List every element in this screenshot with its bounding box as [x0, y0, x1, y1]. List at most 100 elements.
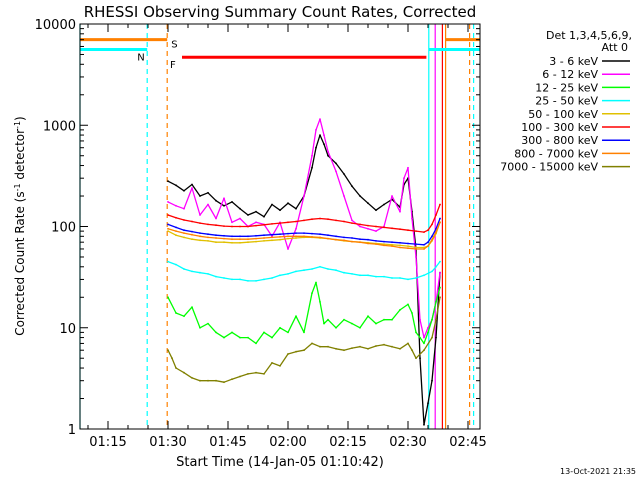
- series-3-point-18: [311, 268, 313, 270]
- series-4-point-10: [247, 241, 249, 244]
- series-3-point-24: [359, 274, 361, 277]
- series-4-point-16: [295, 237, 297, 239]
- series-8-point-20: [319, 345, 321, 348]
- y-tick-label-2: 100: [51, 221, 76, 236]
- series-2-point-37: [427, 331, 429, 334]
- x-axis-ticks: 01:15 01:30 01:45 02:00 02:15 02:30 02:45: [87, 24, 487, 450]
- series-8-point-34: [423, 349, 425, 352]
- series-5-point-27: [383, 226, 385, 229]
- series-8-point-10: [239, 375, 241, 378]
- series-8-point-12: [255, 371, 257, 374]
- series-1-point-19: [315, 129, 317, 131]
- data-series: [167, 118, 441, 426]
- series-5-point-16: [295, 220, 297, 223]
- series-1-point-30: [391, 195, 393, 197]
- series-6-point-31: [415, 243, 417, 246]
- series-3-point-19: [319, 265, 321, 268]
- series-7-point-36: [439, 221, 441, 224]
- series-5-point-31: [415, 230, 417, 233]
- series-0-point-37: [423, 423, 425, 426]
- chart-title: RHESSI Observing Summary Count Rates, Co…: [84, 3, 477, 21]
- series-0-point-7: [223, 204, 225, 207]
- series-7-point-29: [399, 246, 401, 249]
- series-8-point-22: [335, 347, 337, 350]
- series-0-point-14: [279, 209, 281, 212]
- series-6-point-2: [183, 229, 185, 232]
- y-tick-label-0: 1: [68, 423, 76, 438]
- series-7-point-16: [295, 235, 297, 238]
- series-5-point-28: [391, 227, 393, 230]
- series-2-point-11: [255, 342, 257, 345]
- series-4-point-6: [215, 241, 217, 244]
- series-7-point-4: [199, 235, 201, 238]
- series-1-point-3: [191, 187, 193, 189]
- series-0-point-40: [435, 336, 437, 339]
- series-line-2: [167, 281, 441, 345]
- series-5-point-2: [183, 219, 185, 221]
- series-4-point-29: [399, 244, 401, 247]
- series-8-point-17: [295, 350, 297, 353]
- series-7-point-0: [167, 227, 169, 230]
- series-2-point-31: [399, 309, 401, 311]
- series-4-point-28: [391, 243, 393, 246]
- series-0-point-18: [311, 166, 313, 169]
- series-2-point-36: [423, 342, 425, 345]
- series-8-point-5: [199, 379, 201, 382]
- series-1-point-4: [199, 214, 201, 216]
- series-8-point-2: [175, 367, 177, 369]
- series-line-8: [167, 297, 441, 383]
- series-8-point-13: [263, 373, 265, 375]
- series-7-point-8: [231, 238, 233, 241]
- series-6-point-21: [335, 235, 337, 238]
- series-6-point-4: [199, 232, 201, 235]
- series-8-point-23: [343, 349, 345, 352]
- series-5-point-10: [247, 225, 249, 228]
- y-axis-ticks: 1 10 100 1000 10000: [35, 18, 480, 438]
- x-tick-label-5: 02:30: [389, 435, 426, 450]
- x-axis-label: Start Time (14-Jan-05 01:10:42): [176, 455, 384, 470]
- series-7-point-30: [407, 247, 409, 250]
- series-5-point-23: [351, 222, 353, 225]
- series-2-point-8: [231, 331, 233, 334]
- series-0-point-36: [419, 357, 421, 360]
- series-3-point-17: [303, 269, 305, 272]
- series-1-point-7: [223, 197, 225, 200]
- series-2-point-13: [271, 336, 273, 339]
- series-0-point-13: [271, 203, 273, 206]
- series-1-point-27: [367, 227, 369, 230]
- legend-label-0: 3 - 6 keV: [549, 55, 598, 68]
- series-6-point-14: [279, 233, 281, 236]
- series-0-point-23: [335, 162, 337, 165]
- series-8-point-28: [383, 343, 385, 346]
- series-6-point-15: [287, 232, 289, 235]
- series-4-point-12: [263, 240, 265, 242]
- series-3-point-11: [255, 280, 257, 282]
- series-8-point-31: [407, 342, 409, 345]
- series-8-point-26: [367, 347, 369, 350]
- series-8-point-36: [435, 318, 437, 321]
- series-7-point-17: [303, 235, 305, 238]
- series-8-point-14: [271, 362, 273, 364]
- series-2-point-16: [295, 315, 297, 318]
- series-6-point-16: [295, 232, 297, 235]
- series-4-point-13: [271, 239, 273, 242]
- x-tick-label-6: 02:45: [449, 435, 486, 450]
- series-1-point-8: [231, 221, 233, 224]
- series-0-point-4: [199, 195, 201, 197]
- series-3-point-7: [223, 277, 225, 279]
- series-7-point-12: [263, 237, 265, 239]
- series-2-point-17: [303, 331, 305, 334]
- series-8-point-35: [431, 336, 433, 339]
- series-2-point-15: [287, 331, 289, 334]
- y-tick-label-4: 10000: [35, 18, 76, 33]
- series-0-point-27: [367, 202, 369, 205]
- series-1-point-33: [407, 166, 409, 169]
- series-8-point-30: [399, 347, 401, 350]
- series-7-point-3: [191, 233, 193, 236]
- series-5-point-5: [207, 223, 209, 226]
- series-4-point-11: [255, 240, 257, 243]
- series-6-point-9: [239, 235, 241, 238]
- series-line-1: [167, 118, 441, 339]
- series-7-point-11: [255, 237, 257, 240]
